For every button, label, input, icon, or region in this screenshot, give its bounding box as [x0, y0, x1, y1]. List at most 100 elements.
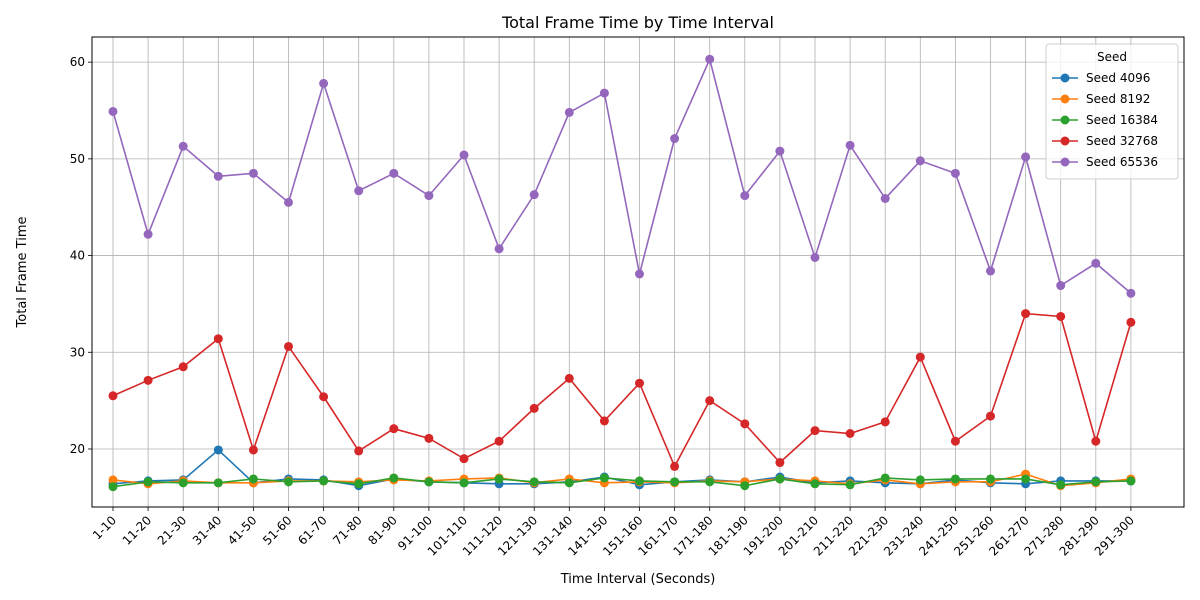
data-point [845, 480, 855, 490]
data-point [670, 134, 680, 144]
data-point [845, 429, 855, 439]
legend-item: Seed 16384 [1052, 113, 1158, 127]
data-point [705, 396, 715, 406]
series-lines [108, 54, 1136, 492]
data-point [775, 146, 785, 156]
series-group [108, 54, 1136, 298]
data-point [178, 478, 188, 488]
data-point [284, 341, 293, 351]
data-point [248, 445, 258, 455]
legend-swatch-marker [1060, 157, 1070, 167]
data-point [635, 378, 644, 388]
data-point [319, 78, 329, 88]
data-point [319, 392, 329, 402]
data-point [1091, 436, 1101, 446]
data-point [1056, 281, 1066, 291]
data-point [986, 474, 995, 484]
data-point [915, 156, 925, 166]
x-axis-title: Time Interval (Seconds) [560, 572, 716, 587]
data-point [284, 197, 293, 207]
legend-label: Seed 16384 [1086, 113, 1158, 127]
data-point [986, 411, 995, 421]
legend-box [1045, 43, 1179, 180]
data-point [1056, 480, 1066, 490]
data-point [1056, 311, 1066, 321]
data-point [1126, 476, 1136, 486]
data-point [459, 454, 469, 464]
data-point [389, 424, 399, 434]
series-line [112, 448, 1131, 487]
data-point [143, 477, 153, 487]
series-line [112, 56, 1132, 294]
data-point [178, 362, 188, 372]
y-tick-label: 30 [70, 345, 85, 359]
data-point [213, 445, 223, 455]
series-group [108, 309, 1136, 471]
data-point [775, 458, 785, 468]
legend-item: Seed 4096 [1052, 71, 1150, 85]
data-point [1091, 258, 1101, 268]
y-axis-title: Total Frame Time [15, 217, 30, 329]
data-point [564, 107, 574, 117]
data-point [950, 168, 960, 178]
legend-swatch-marker [1060, 115, 1070, 125]
data-point [1091, 477, 1101, 487]
data-point [494, 244, 504, 254]
data-point [529, 403, 539, 413]
data-point [950, 474, 960, 484]
legend-label: Seed 8192 [1086, 92, 1150, 106]
data-point [494, 436, 504, 446]
data-point [354, 446, 364, 456]
data-point [459, 478, 469, 488]
data-point [810, 252, 820, 262]
data-point [810, 479, 820, 489]
data-point [143, 229, 153, 239]
data-point [599, 416, 609, 426]
data-point [213, 478, 223, 488]
y-tick-label: 40 [70, 249, 85, 263]
data-point [880, 417, 890, 427]
data-point [635, 269, 644, 279]
data-point [915, 475, 925, 485]
legend-item: Seed 65536 [1052, 155, 1158, 169]
data-point [424, 191, 434, 201]
data-point [143, 375, 153, 385]
data-point [178, 141, 188, 151]
data-point [424, 477, 434, 487]
legend-swatch-marker [1060, 94, 1070, 104]
data-point [213, 334, 223, 344]
legend-label: Seed 65536 [1086, 155, 1158, 169]
data-point [880, 194, 890, 204]
data-point [108, 106, 118, 116]
data-point [494, 474, 504, 484]
data-point [740, 481, 750, 491]
data-point [635, 476, 644, 486]
data-point [810, 426, 820, 436]
data-point [424, 433, 434, 443]
data-point [1021, 309, 1031, 319]
legend-item: Seed 8192 [1052, 92, 1150, 106]
legend-label: Seed 4096 [1086, 71, 1150, 85]
legend-title: Seed [1097, 50, 1127, 64]
data-point [915, 352, 925, 362]
data-point [248, 168, 258, 178]
data-point [1021, 474, 1031, 484]
plot-area-frame [91, 36, 1185, 508]
series-line [112, 312, 1132, 469]
y-tick-label: 60 [70, 55, 85, 69]
data-point [740, 191, 750, 201]
y-tick-label: 50 [70, 152, 85, 166]
data-point [670, 461, 680, 471]
data-point [354, 479, 364, 489]
legend: Seed Seed 4096 Seed 8192 Seed 16384 Seed 32… [1045, 43, 1179, 180]
data-point [248, 474, 258, 484]
data-point [284, 477, 293, 487]
data-point [880, 473, 890, 483]
data-point [986, 266, 995, 276]
data-point [1126, 317, 1136, 327]
data-point [529, 190, 539, 200]
data-point [740, 419, 750, 429]
data-point [213, 171, 223, 181]
data-point [950, 436, 960, 446]
